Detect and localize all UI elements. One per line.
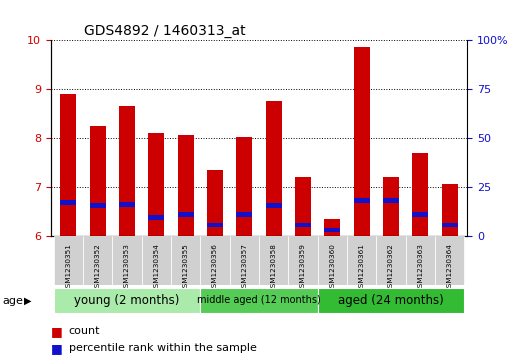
Bar — [112, 236, 142, 285]
Text: GSM1230357: GSM1230357 — [241, 243, 247, 292]
Bar — [178, 212, 194, 217]
Text: count: count — [69, 326, 100, 336]
Bar — [259, 236, 289, 285]
Bar — [295, 223, 311, 227]
Bar — [201, 236, 230, 285]
Bar — [318, 236, 347, 285]
Text: GSM1230360: GSM1230360 — [329, 243, 335, 292]
Bar — [54, 288, 201, 313]
Bar — [376, 236, 406, 285]
Bar — [354, 199, 370, 203]
Text: GSM1230355: GSM1230355 — [183, 243, 189, 292]
Text: age: age — [3, 295, 23, 306]
Bar — [90, 203, 106, 208]
Bar — [354, 47, 370, 236]
Text: GSM1230364: GSM1230364 — [447, 243, 453, 292]
Bar — [383, 199, 399, 203]
Bar — [54, 236, 83, 285]
Bar — [207, 223, 223, 227]
Bar — [148, 215, 165, 220]
Bar — [230, 236, 259, 285]
Bar — [412, 152, 428, 236]
Bar — [324, 219, 340, 236]
Bar — [60, 94, 77, 236]
Text: GSM1230361: GSM1230361 — [359, 243, 365, 292]
Bar — [119, 106, 135, 236]
Bar — [289, 236, 318, 285]
Bar — [60, 200, 77, 205]
Bar — [347, 236, 376, 285]
Text: young (2 months): young (2 months) — [74, 294, 180, 307]
Bar — [318, 288, 464, 313]
Text: GSM1230351: GSM1230351 — [66, 243, 72, 292]
Text: GSM1230362: GSM1230362 — [388, 243, 394, 292]
Bar — [441, 223, 458, 227]
Bar — [441, 184, 458, 236]
Text: GSM1230353: GSM1230353 — [124, 243, 130, 292]
Text: GSM1230352: GSM1230352 — [94, 243, 101, 292]
Bar — [236, 137, 252, 236]
Bar — [406, 236, 435, 285]
Text: GSM1230354: GSM1230354 — [153, 243, 160, 292]
Bar — [236, 212, 252, 217]
Bar — [412, 212, 428, 217]
Bar — [295, 177, 311, 236]
Bar — [266, 203, 282, 208]
Bar — [119, 203, 135, 207]
Text: GSM1230356: GSM1230356 — [212, 243, 218, 292]
Bar — [266, 101, 282, 236]
Text: ▶: ▶ — [24, 295, 32, 306]
Bar — [142, 236, 171, 285]
Text: aged (24 months): aged (24 months) — [338, 294, 444, 307]
Text: GSM1230358: GSM1230358 — [271, 243, 277, 292]
Text: ■: ■ — [51, 342, 62, 355]
Text: GSM1230359: GSM1230359 — [300, 243, 306, 292]
Bar — [178, 135, 194, 236]
Bar — [171, 236, 201, 285]
Bar — [324, 228, 340, 232]
Text: GSM1230363: GSM1230363 — [418, 243, 424, 292]
Bar — [83, 236, 112, 285]
Bar — [148, 133, 165, 236]
Bar — [201, 288, 318, 313]
Text: percentile rank within the sample: percentile rank within the sample — [69, 343, 257, 354]
Text: GDS4892 / 1460313_at: GDS4892 / 1460313_at — [84, 24, 246, 37]
Bar — [435, 236, 464, 285]
Bar — [90, 126, 106, 236]
Text: ■: ■ — [51, 325, 62, 338]
Text: middle aged (12 months): middle aged (12 months) — [197, 295, 321, 305]
Bar — [383, 177, 399, 236]
Bar — [207, 170, 223, 236]
